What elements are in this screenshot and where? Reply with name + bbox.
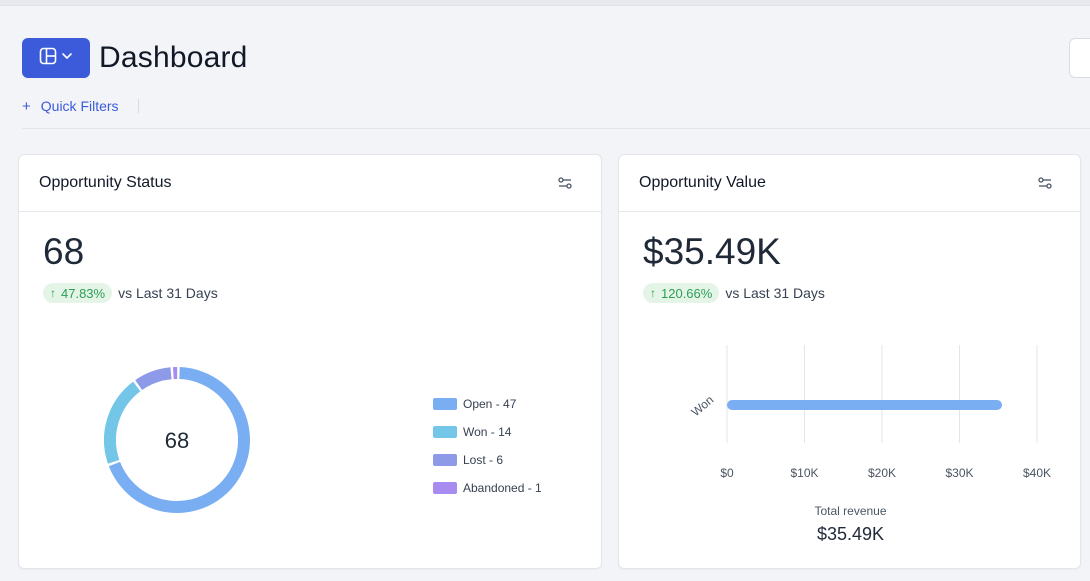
y-category-label: Won: [689, 393, 717, 419]
page-header: Dashboard: [22, 38, 248, 78]
sliders-icon[interactable]: [557, 175, 573, 191]
card-header: Opportunity Status: [19, 155, 601, 212]
legend-swatch: [433, 398, 457, 410]
total-label: Total revenue: [814, 504, 887, 518]
arrow-up-icon: ↑: [650, 286, 656, 300]
legend-swatch: [433, 426, 457, 438]
change-row: ↑ 47.83% vs Last 31 Days: [43, 283, 218, 303]
change-percent: 120.66%: [661, 285, 713, 301]
header-action-button[interactable]: [1069, 38, 1090, 78]
donut-slice-open[interactable]: [108, 367, 250, 513]
total-value: $35.49K: [816, 524, 885, 544]
x-tick-label: $30K: [945, 466, 973, 480]
divider: [138, 99, 139, 113]
card-title: Opportunity Status: [39, 174, 172, 191]
change-badge: ↑ 120.66%: [643, 283, 720, 303]
comparison-period: vs Last 31 Days: [725, 285, 825, 301]
quick-filters-label: Quick Filters: [40, 98, 119, 114]
change-percent: 47.83%: [61, 285, 106, 301]
card-header: Opportunity Value: [619, 155, 1080, 212]
legend-label: Won - 14: [463, 425, 512, 439]
chart-legend: Open - 47 Won - 14 Lost - 6 Abandoned - 1: [433, 390, 542, 502]
bar-chart: $0 $10K $20K $30K $40K Won: [689, 345, 1051, 480]
top-bar: [0, 0, 1090, 6]
chevron-down-icon: [61, 49, 73, 67]
x-tick-label: $20K: [868, 466, 896, 480]
legend-label: Lost - 6: [463, 453, 504, 467]
legend-item[interactable]: Abandoned - 1: [433, 474, 542, 502]
metric-value: 68: [43, 231, 85, 272]
legend-item[interactable]: Lost - 6: [433, 446, 542, 474]
legend-item[interactable]: Open - 47: [433, 390, 542, 418]
legend-swatch: [433, 454, 457, 466]
legend-label: Open - 47: [463, 397, 517, 411]
donut-slice-won[interactable]: [104, 381, 141, 464]
donut-slice-lost[interactable]: [135, 367, 172, 391]
donut-chart: 68: [104, 367, 250, 513]
layout-icon: [39, 47, 57, 70]
opportunity-status-card: Opportunity Status 68 ↑ 47.83% vs Last 3…: [18, 154, 602, 569]
x-tick-label: $10K: [790, 466, 818, 480]
legend-label: Abandoned - 1: [463, 481, 542, 495]
x-tick-label: $0: [720, 466, 734, 480]
page-title: Dashboard: [99, 41, 248, 74]
change-badge: ↑ 47.83%: [43, 283, 113, 303]
x-tick-label: $40K: [1023, 466, 1051, 480]
donut-center-label: 68: [165, 428, 189, 453]
comparison-period: vs Last 31 Days: [118, 285, 218, 301]
divider: [22, 128, 1090, 129]
metric-value: $35.49K: [643, 231, 781, 272]
sliders-icon[interactable]: [1037, 175, 1053, 191]
arrow-up-icon: ↑: [50, 286, 56, 300]
change-row: ↑ 120.66% vs Last 31 Days: [643, 283, 825, 303]
legend-item[interactable]: Won - 14: [433, 418, 542, 446]
card-title: Opportunity Value: [639, 174, 766, 191]
plus-icon: +: [22, 97, 31, 115]
legend-swatch: [433, 482, 457, 494]
opportunity-value-card: Opportunity Value $35.49K ↑ 120.66% vs L…: [618, 154, 1081, 569]
quick-filters-button[interactable]: + Quick Filters: [22, 96, 119, 116]
dashboard-switcher-button[interactable]: [22, 38, 90, 78]
